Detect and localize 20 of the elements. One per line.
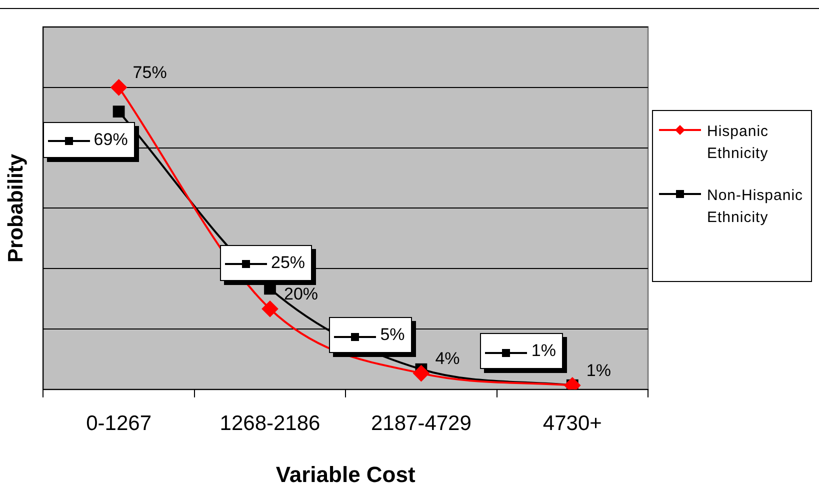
data-label: 5% — [380, 325, 405, 346]
legend-label: Non-Hispanic Ethnicity — [707, 186, 804, 228]
point — [413, 365, 430, 382]
x-axis-title: Variable Cost — [276, 462, 416, 487]
x-tick-label: 0-1267 — [86, 412, 152, 435]
data-label: 1% — [586, 361, 611, 380]
x-tick-label: 4730+ — [542, 412, 602, 435]
point — [262, 300, 278, 317]
point — [112, 106, 125, 118]
data-label: 20% — [284, 284, 318, 304]
data-label: 75% — [132, 63, 167, 82]
y-axis-title: Probability — [4, 154, 28, 262]
data-label: 25% — [271, 252, 306, 273]
data-label: 69% — [94, 130, 128, 150]
point — [110, 79, 127, 96]
x-tick-label: 1268-2186 — [220, 412, 320, 435]
data-label: 4% — [435, 348, 460, 368]
legend-label: Hispanic Ethnicity — [707, 122, 770, 164]
data-label: 1% — [531, 341, 556, 362]
x-tick-label: 2187-4729 — [370, 412, 472, 435]
